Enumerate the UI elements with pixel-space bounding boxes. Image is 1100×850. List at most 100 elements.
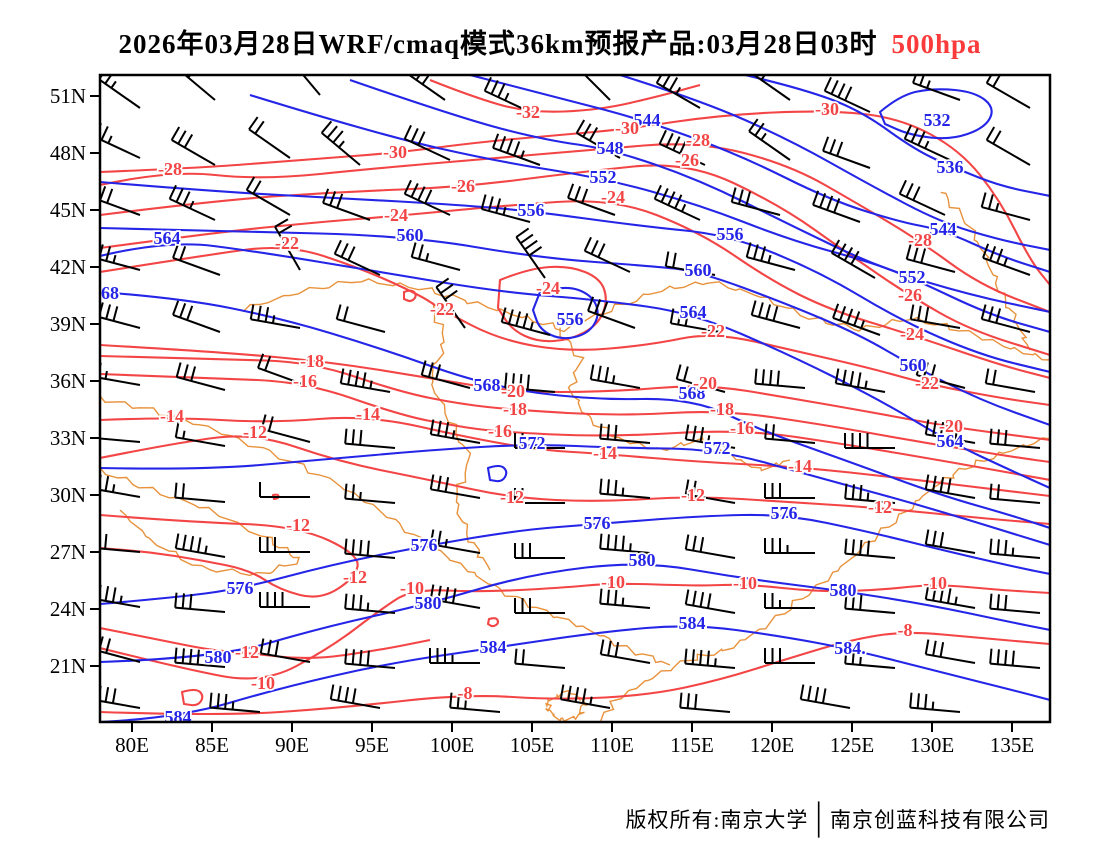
temp-contour--8 — [100, 631, 1050, 716]
height-contour-576 — [100, 513, 1050, 606]
temp-label: -28 — [686, 130, 710, 150]
temp-label: -26 — [451, 176, 475, 196]
wind-barb — [912, 75, 961, 101]
temp-label: -12 — [235, 642, 259, 662]
wind-barb — [500, 307, 551, 336]
wind-barb — [344, 428, 396, 449]
wind-barb — [684, 534, 736, 559]
wind-barb — [100, 75, 141, 109]
wind-barb — [410, 242, 461, 271]
wind-barb — [483, 76, 531, 113]
temp-label: -12 — [243, 422, 267, 442]
wind-barb — [339, 368, 391, 393]
wind-barb — [832, 303, 881, 336]
temp-contour--28 — [100, 143, 1050, 313]
temp-label: -12 — [500, 487, 524, 507]
wind-barb — [174, 422, 226, 447]
temp-label: -18 — [710, 399, 734, 419]
temp-label: -14 — [788, 456, 812, 476]
wind-barb — [170, 126, 216, 166]
wind-barb — [514, 433, 565, 449]
temp-label: -32 — [516, 102, 540, 122]
lat-tick-label: 45N — [50, 198, 86, 222]
height-contour-552 — [249, 93, 1050, 334]
height-label: 576 — [411, 535, 438, 555]
wind-barb — [684, 589, 736, 614]
temp-label: -14 — [356, 404, 380, 424]
wind-barb — [730, 187, 781, 216]
wind-barb — [909, 692, 961, 713]
height-label: 560 — [685, 260, 712, 280]
height-label: 552 — [590, 167, 617, 187]
height-label: 568 — [474, 375, 501, 395]
wind-barb — [799, 684, 851, 709]
wind-barb — [924, 419, 976, 444]
lat-tick-label: 27N — [50, 540, 86, 564]
wind-barb — [344, 648, 396, 669]
wind-barb — [174, 533, 226, 558]
temp-label: -16 — [488, 421, 512, 441]
wind-barb — [429, 584, 481, 609]
wind-barb — [764, 483, 815, 499]
title-level: 500hpa — [891, 29, 982, 59]
plot-frame — [98, 73, 1052, 724]
wind-barb — [100, 437, 141, 443]
temp-contour--30 — [100, 110, 1050, 286]
wind-barb — [599, 478, 651, 499]
lat-tick-label: 42N — [50, 255, 86, 279]
height-contour-556 — [100, 180, 1050, 374]
height-label: 556 — [557, 309, 584, 329]
wind-barb — [989, 428, 1041, 449]
contour-labels: 5325365445445485525525565565565605605605… — [99, 97, 965, 729]
copyright-footer: 版权所有:南京大学 │ 南京创蓝科技有限公司 — [626, 803, 1051, 838]
wind-barb — [322, 188, 371, 221]
wind-barb — [514, 648, 566, 669]
temp-contour--10 — [100, 582, 1050, 680]
wind-barb — [429, 474, 481, 499]
wind-barb — [257, 353, 306, 386]
wind-barb — [830, 239, 876, 279]
footer-company: 南京创蓝科技有限公司 — [830, 808, 1050, 832]
lat-tick-label: 48N — [50, 141, 86, 165]
height-label: 580 — [205, 647, 232, 667]
page-title: 2026年03月28日WRF/cmaq模式36km预报产品:03月28日03时 5… — [0, 22, 1100, 61]
wind-barb — [844, 593, 896, 614]
lat-tick-label: 30N — [50, 483, 86, 507]
wind-barb — [684, 648, 736, 669]
height-label: 564 — [680, 302, 707, 322]
temp-label: -14 — [593, 443, 617, 463]
wind-barb — [514, 488, 565, 504]
wind-barb — [664, 251, 716, 276]
temp-contour--22 — [100, 246, 1050, 407]
wind-barb — [754, 368, 806, 389]
wind-barb — [174, 482, 226, 503]
wind-barb — [989, 593, 1041, 614]
lon-tick-label: 80E — [115, 733, 149, 757]
height-label: 580 — [629, 550, 656, 570]
height-contour-572 — [100, 444, 1050, 547]
height-label: 584 — [165, 707, 192, 727]
temp-label: -12 — [868, 497, 892, 517]
wind-barb — [985, 126, 1031, 166]
wind-barb — [984, 368, 1036, 393]
height-label: 580 — [830, 580, 857, 600]
temp-label: -16 — [730, 418, 754, 438]
wind-barb — [420, 360, 471, 389]
wind-barb — [335, 304, 386, 333]
wind-barb — [748, 118, 791, 161]
lon-tick-label: 125E — [830, 733, 874, 757]
temp-label: -30 — [815, 99, 839, 119]
wind-barb — [684, 424, 736, 449]
wind-barb — [344, 483, 396, 504]
wind-barb — [183, 75, 216, 101]
wind-barb — [407, 75, 446, 101]
wind-barb — [844, 538, 896, 559]
lon-tick-label: 115E — [670, 733, 714, 757]
wind-barb — [764, 648, 815, 664]
temp-label: -22 — [915, 373, 939, 393]
wind-barb — [429, 648, 480, 664]
temp-label: -24 — [384, 205, 408, 225]
temp-label: -12 — [286, 515, 310, 535]
wind-barb — [989, 483, 1041, 504]
